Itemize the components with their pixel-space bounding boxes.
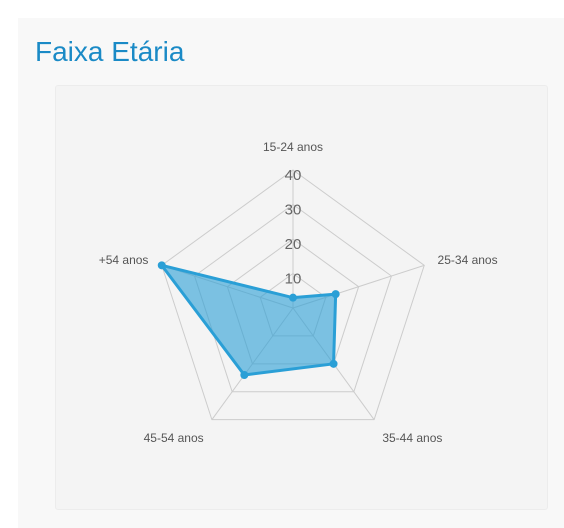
grid-ring xyxy=(161,169,425,421)
radar-point xyxy=(240,370,249,379)
radar-point xyxy=(289,293,297,302)
radar-point xyxy=(329,359,338,368)
axis-label: 25-34 anos xyxy=(438,253,498,267)
card: Faixa Etária xyxy=(18,18,564,528)
radar-point xyxy=(157,261,166,270)
grid-ring xyxy=(193,203,393,393)
r-tick-label: 10 xyxy=(285,270,302,287)
radar-point xyxy=(331,290,340,299)
r-tick-label: 40 xyxy=(285,167,302,184)
axis-label: 45-54 anos xyxy=(144,431,204,445)
radar-area xyxy=(158,262,338,377)
r-tick-label: 30 xyxy=(285,201,302,218)
axis-label: +54 anos xyxy=(99,253,149,267)
chart-title: Faixa Etária xyxy=(35,36,185,67)
axis-label: 35-44 anos xyxy=(382,431,442,445)
r-tick-label: 20 xyxy=(285,236,302,253)
axis-label: 15-24 anos xyxy=(263,140,323,154)
